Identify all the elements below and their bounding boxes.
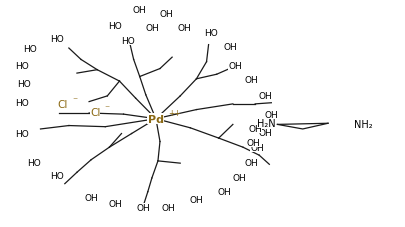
Text: Cl: Cl <box>90 107 100 117</box>
Text: HO: HO <box>17 79 31 89</box>
Text: Cl: Cl <box>58 99 68 109</box>
Text: OH: OH <box>244 158 258 167</box>
Text: HO: HO <box>15 129 29 138</box>
Text: HO: HO <box>28 158 41 167</box>
Text: OH: OH <box>159 10 173 19</box>
Text: HO: HO <box>204 28 217 37</box>
Text: HO: HO <box>23 44 37 53</box>
Text: OH: OH <box>177 24 191 33</box>
Text: HO: HO <box>15 99 29 108</box>
Text: OH: OH <box>109 199 122 208</box>
Text: OH: OH <box>258 92 272 101</box>
Text: OH: OH <box>246 138 260 148</box>
Text: OH: OH <box>248 125 262 134</box>
Text: OH: OH <box>145 24 159 33</box>
Text: OH: OH <box>264 110 278 119</box>
Text: OH: OH <box>224 43 238 52</box>
Text: NH₂: NH₂ <box>354 120 373 130</box>
Text: OH: OH <box>190 195 203 204</box>
Text: OH: OH <box>84 193 98 202</box>
Text: OH: OH <box>258 128 272 137</box>
Text: OH: OH <box>218 187 232 196</box>
Text: HO: HO <box>15 61 29 70</box>
Text: OH: OH <box>161 203 175 212</box>
Text: OH: OH <box>250 143 264 152</box>
Text: HO: HO <box>109 22 122 31</box>
Text: HO: HO <box>121 36 134 45</box>
Text: OH: OH <box>133 6 147 15</box>
Text: ⁻: ⁻ <box>105 104 110 114</box>
Text: ⁻: ⁻ <box>72 96 77 106</box>
Text: H₂N: H₂N <box>257 119 275 129</box>
Text: Pd: Pd <box>148 114 164 124</box>
Text: ++: ++ <box>168 109 181 118</box>
Text: OH: OH <box>228 61 242 70</box>
Text: OH: OH <box>244 76 258 85</box>
Text: OH: OH <box>137 203 151 212</box>
Text: HO: HO <box>50 35 64 44</box>
Text: OH: OH <box>232 174 246 183</box>
Text: HO: HO <box>50 171 64 180</box>
